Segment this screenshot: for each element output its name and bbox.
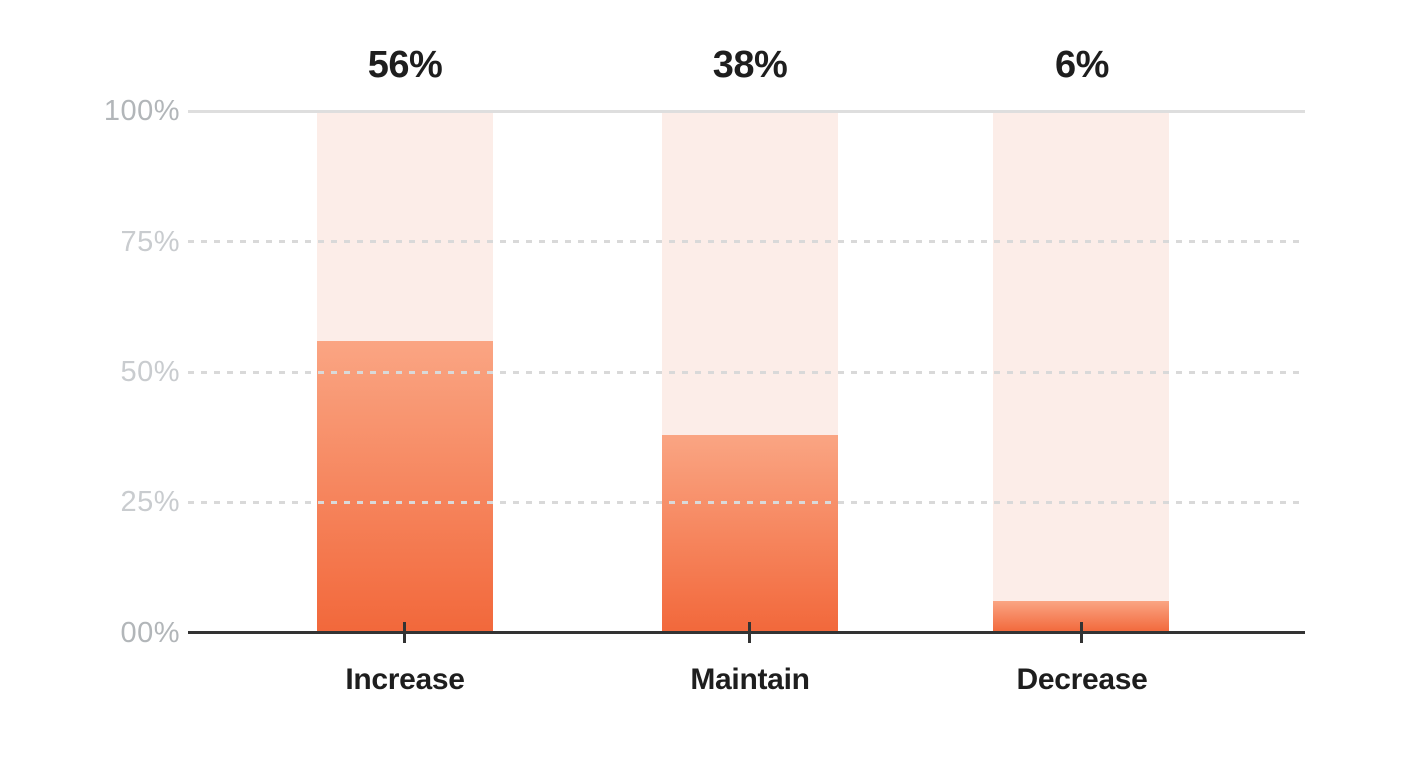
category-label-maintain: Maintain [690,663,810,696]
bar-fill-increase [317,341,493,632]
ytick-label-0: 00% [120,617,180,649]
ytick-label-50: 50% [120,356,180,388]
x-tick-decrease [1080,622,1083,643]
category-label-decrease: Decrease [1016,663,1148,696]
value-label-decrease: 6% [1055,44,1109,86]
ytick-label-100: 100% [103,95,180,127]
category-label-increase: Increase [345,663,465,696]
gridline-100 [188,110,1305,113]
ytick-label-25: 25% [120,486,180,518]
x-axis-line [188,631,1305,634]
x-tick-maintain [748,622,751,643]
gridline-50 [188,371,1305,374]
value-label-increase: 56% [367,44,443,86]
ytick-label-75: 75% [120,226,180,258]
gridline-75 [188,240,1305,243]
x-tick-increase [403,622,406,643]
bar-fill-maintain [662,434,838,632]
value-label-maintain: 38% [712,44,788,86]
gridline-25 [188,501,1305,504]
